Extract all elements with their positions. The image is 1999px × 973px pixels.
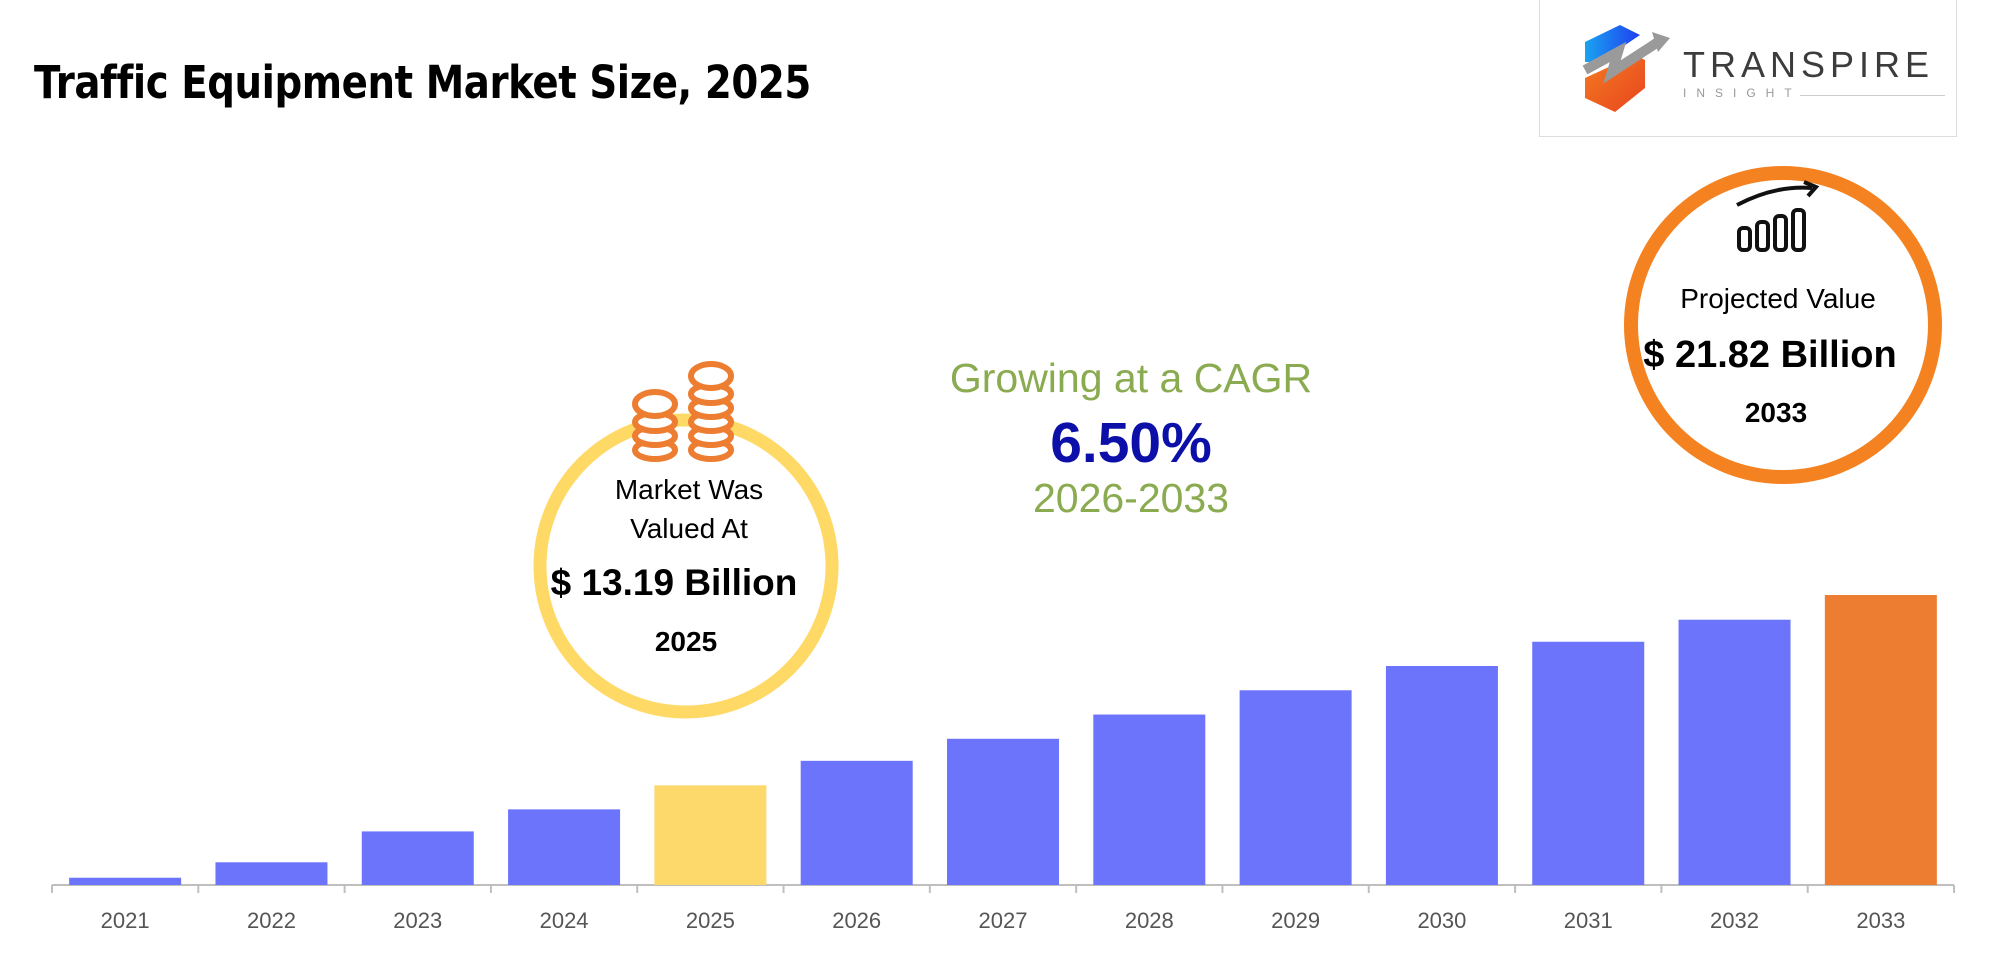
bar-2033 [1824, 595, 1937, 885]
x-tick-label: 2024 [540, 908, 589, 933]
projected-year: 2033 [1744, 397, 1808, 428]
logo-divider [1800, 95, 1945, 96]
bar-2027 [947, 738, 1059, 885]
x-tick-label: 2032 [1710, 908, 1759, 933]
bar-2025 [654, 785, 767, 885]
x-tick-label: 2025 [686, 908, 735, 933]
bar-2022 [215, 862, 328, 885]
bar-2024 [508, 809, 621, 885]
x-tick-label: 2031 [1564, 908, 1613, 933]
bar-2028 [1093, 714, 1206, 885]
x-tick-label: 2023 [393, 908, 442, 933]
company-logo: TRANSPIRE INSIGHT [1539, 0, 1957, 137]
logo-mark-icon [1582, 25, 1670, 112]
logo-subtitle: INSIGHT [1683, 86, 1802, 100]
x-tick-label: 2030 [1417, 908, 1466, 933]
bar-2021 [69, 877, 182, 885]
x-tick-label: 2029 [1271, 908, 1320, 933]
chart-title: Traffic Equipment Market Size, 2025 [34, 56, 811, 109]
projected-amount: $ 21.82 Billion [1643, 334, 1897, 376]
valued-year: 2025 [654, 626, 718, 657]
valued-amount: $ 13.19 Billion [550, 562, 798, 603]
x-tick-label: 2028 [1125, 908, 1174, 933]
bar-2029 [1239, 690, 1352, 885]
valued-line2: Valued At [630, 513, 748, 544]
x-tick-label: 2021 [101, 908, 150, 933]
bar-2023 [361, 831, 474, 885]
bar-2031 [1532, 641, 1645, 885]
bar-2032 [1678, 619, 1791, 885]
x-tick-label: 2027 [979, 908, 1028, 933]
valued-line1: Market Was [614, 474, 764, 505]
x-tick-label: 2033 [1856, 908, 1905, 933]
x-tick-label: 2026 [832, 908, 881, 933]
bar-2030 [1385, 666, 1498, 885]
projected-label: Projected Value [1680, 283, 1876, 314]
logo-wordmark: TRANSPIRE [1683, 44, 1935, 85]
bar-2026 [800, 760, 913, 885]
cagr-label: Growing at a CAGR [949, 355, 1313, 401]
cagr-value: 6.50% [1050, 411, 1212, 475]
cagr-period: 2026-2033 [1032, 475, 1230, 521]
x-tick-label: 2022 [247, 908, 296, 933]
